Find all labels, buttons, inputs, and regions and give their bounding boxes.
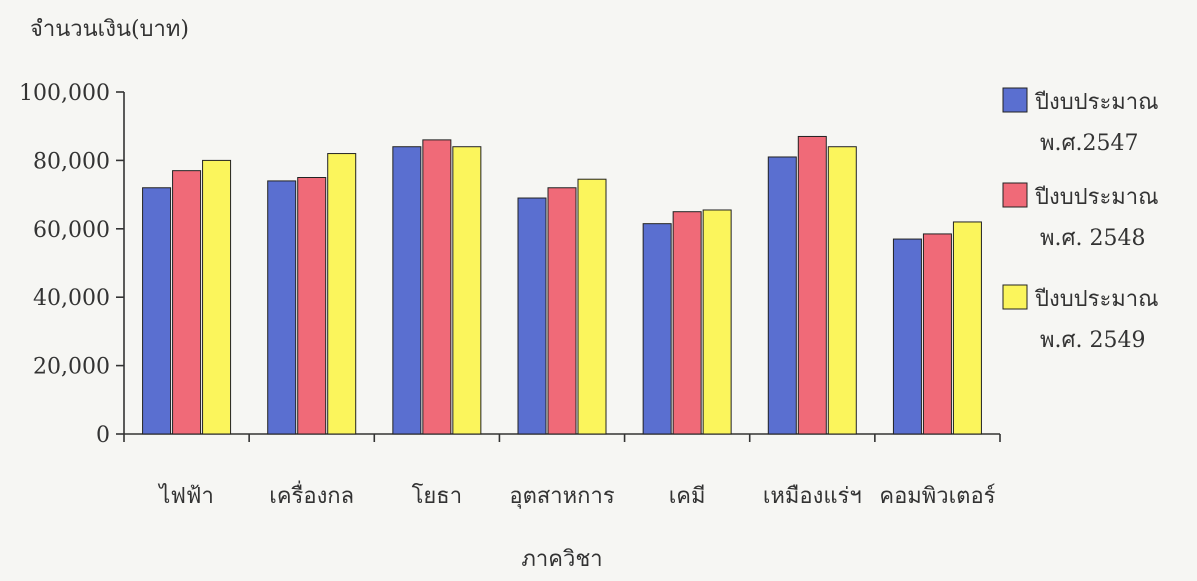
bar	[517, 197, 547, 435]
axes: 0 20,000 40,000 60,000 80,000 100,000 ไฟฟ้า เคร…	[19, 81, 1001, 509]
y-tick-label: 60,000	[33, 218, 110, 243]
x-tick-label: คอมพิวเตอร์	[879, 484, 995, 509]
x-tick-label: เหมืองแร่ฯ	[763, 484, 862, 509]
bar	[172, 170, 202, 435]
bar	[297, 177, 327, 435]
bar	[642, 223, 672, 435]
bar	[267, 180, 297, 435]
bar	[922, 233, 952, 435]
bar	[142, 187, 172, 435]
legend-label: ปีงบประมาณ	[1034, 185, 1159, 210]
legend-swatch	[1002, 284, 1028, 310]
x-tick-label: อุตสาหการ	[509, 484, 614, 509]
bar	[452, 146, 482, 435]
legend-label: พ.ศ.2547	[1040, 131, 1138, 156]
legend-swatch	[1002, 182, 1028, 208]
bar	[392, 146, 422, 435]
x-tick-label: ไฟฟ้า	[157, 483, 214, 509]
legend-label: พ.ศ. 2548	[1040, 226, 1145, 251]
bar	[797, 135, 827, 435]
bar	[547, 187, 577, 435]
y-tick-label: 0	[96, 423, 110, 448]
x-tick-label: โยธา	[412, 483, 463, 509]
legend-label: พ.ศ. 2549	[1040, 328, 1145, 353]
bar	[702, 209, 732, 435]
bar	[577, 178, 607, 435]
y-tick-label: 100,000	[19, 81, 110, 106]
legend-label: ปีงบประมาณ	[1034, 90, 1159, 115]
y-tick-label: 20,000	[33, 355, 110, 380]
y-axis-title: จำนวนเงิน(บาท)	[30, 17, 189, 42]
bar	[767, 156, 797, 435]
bar	[672, 211, 702, 435]
bar	[952, 221, 982, 435]
x-tick-label: เคมี	[669, 484, 706, 509]
bars	[142, 135, 982, 435]
legend-swatch	[1002, 87, 1028, 113]
bar	[327, 153, 357, 435]
bar	[827, 146, 857, 435]
y-tick-label: 40,000	[33, 286, 110, 311]
bar	[422, 139, 452, 435]
legend-label: ปีงบประมาณ	[1034, 287, 1159, 312]
y-tick-label: 80,000	[33, 149, 110, 174]
x-axis-title: ภาควิชา	[521, 547, 602, 572]
x-tick-label: เครื่องกล	[269, 480, 354, 509]
bar	[892, 238, 922, 435]
bar	[202, 159, 232, 435]
